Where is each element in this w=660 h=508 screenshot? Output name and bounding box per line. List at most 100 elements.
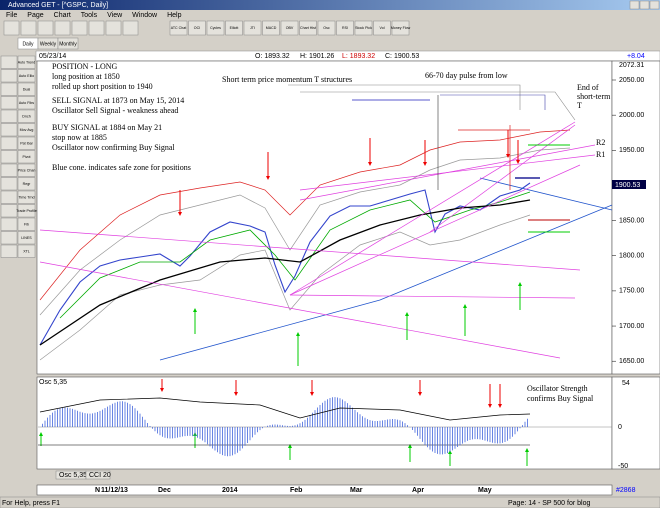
left-tool-label: Fib: [24, 222, 29, 226]
left-tool[interactable]: [17, 231, 36, 245]
left-icon[interactable]: [0, 244, 18, 258]
left-tool-label: Auto Trend: [18, 60, 36, 64]
status-id: #2868: [616, 487, 636, 494]
tool-icon[interactable]: [122, 20, 139, 36]
price-label: 1700.00: [619, 323, 644, 330]
left-tool[interactable]: [17, 217, 36, 231]
last-price: 1900.53: [615, 182, 640, 189]
left-tool[interactable]: [17, 109, 36, 123]
tool-label: ATC Chat: [171, 26, 187, 30]
left-icon[interactable]: [0, 136, 18, 150]
tool-button[interactable]: [225, 20, 243, 36]
tool-button[interactable]: [169, 20, 188, 36]
left-tool-label: Dual: [23, 87, 31, 91]
date-label: N: [95, 487, 100, 494]
price-label: 1850.00: [619, 217, 644, 224]
tab[interactable]: [57, 37, 79, 50]
left-tool[interactable]: [17, 190, 36, 204]
left-icon[interactable]: [0, 109, 18, 123]
tool-icon[interactable]: [88, 20, 105, 36]
tab-label: Daily: [22, 41, 34, 47]
left-tool[interactable]: [17, 204, 36, 218]
tool-button[interactable]: [280, 20, 299, 36]
tool-button[interactable]: [243, 20, 262, 36]
tool-button[interactable]: [262, 20, 280, 36]
high: H: 1901.26: [300, 53, 334, 60]
note: R1: [596, 150, 605, 159]
date-label: Feb: [290, 487, 302, 494]
note: short-term: [577, 92, 611, 101]
left-tool-label: XTL: [23, 249, 30, 253]
price-top: 2072.31: [619, 62, 644, 69]
left-icon[interactable]: [0, 82, 18, 96]
osc-tab[interactable]: [85, 470, 111, 480]
tool-icon[interactable]: [20, 20, 37, 36]
date-labels: N 11/12/13 Dec 2014 Feb Mar Apr May: [95, 487, 492, 494]
tool-button[interactable]: [299, 20, 317, 36]
menu-bar: File Page Chart Tools View Window Help: [6, 12, 182, 19]
chart-notes: POSITION - LONG long position at 1850 ro…: [39, 62, 611, 403]
left-tool[interactable]: [17, 123, 36, 137]
tool-label: Vol: [380, 26, 385, 30]
left-tool-label: Time Trnd: [18, 195, 34, 199]
left-tool[interactable]: [17, 244, 36, 258]
tool-button[interactable]: [391, 20, 410, 36]
left-tool[interactable]: [17, 150, 36, 164]
left-icon[interactable]: [0, 123, 18, 137]
close[interactable]: [649, 0, 660, 10]
left-tool[interactable]: [17, 96, 36, 110]
left-icon[interactable]: [0, 177, 18, 191]
tab-label: Weekly: [40, 41, 57, 47]
tool-button[interactable]: [206, 20, 225, 36]
tool-icon[interactable]: [105, 20, 122, 36]
note: POSITION - LONG: [52, 62, 118, 71]
minimize[interactable]: [629, 0, 640, 10]
chart-tabs: Daily Weekly Monthly: [17, 37, 79, 50]
osc-panel: [36, 376, 613, 470]
menu-item[interactable]: Chart: [54, 12, 71, 19]
tool-label: Cycles: [210, 26, 221, 30]
left-tool[interactable]: [17, 163, 36, 177]
left-tool[interactable]: [17, 55, 36, 69]
left-tool[interactable]: [17, 177, 36, 191]
left-tool[interactable]: [17, 69, 36, 83]
menu-item[interactable]: Tools: [81, 12, 98, 19]
tool-button[interactable]: [336, 20, 354, 36]
price-panel: [36, 60, 613, 375]
left-tool[interactable]: [17, 82, 36, 96]
tool-button[interactable]: [354, 20, 373, 36]
price-label: 2050.00: [619, 77, 644, 84]
osc-name: Osc 5,35: [39, 379, 67, 386]
price-axis: [611, 60, 660, 375]
maximize[interactable]: [639, 0, 650, 10]
left-icon[interactable]: [0, 217, 18, 231]
menu-item[interactable]: Help: [167, 12, 182, 19]
left-icon[interactable]: [0, 150, 18, 164]
left-icon[interactable]: [0, 96, 18, 110]
note: rolled up short position to 1940: [52, 82, 153, 91]
tool-icon[interactable]: [54, 20, 71, 36]
left-icon[interactable]: [0, 69, 18, 83]
menu-item[interactable]: Page: [27, 12, 43, 19]
tool-icon[interactable]: [3, 20, 20, 36]
tool-icon[interactable]: [71, 20, 88, 36]
left-icon[interactable]: [0, 163, 18, 177]
left-icon[interactable]: [0, 231, 18, 245]
left-icon[interactable]: [0, 204, 18, 218]
osc-axis: [611, 376, 660, 470]
tool-label: JTI: [250, 26, 255, 30]
menu-item[interactable]: File: [6, 12, 17, 19]
tool-button[interactable]: [317, 20, 336, 36]
chart-drawing: [38, 84, 613, 466]
left-toolbar: Auto Trend Auto Ellio Dual Auto Fibs Dnch Mov…: [0, 55, 37, 258]
tool-button[interactable]: [188, 20, 206, 36]
menu-item[interactable]: View: [107, 12, 123, 19]
note: SELL SIGNAL at 1873 on May 15, 2014: [52, 96, 184, 105]
left-icon[interactable]: [0, 190, 18, 204]
left-icon[interactable]: [0, 55, 18, 69]
menu-item[interactable]: Window: [132, 12, 158, 19]
tool-button[interactable]: [373, 20, 391, 36]
tool-icon[interactable]: [37, 20, 54, 36]
left-tool[interactable]: [17, 136, 36, 150]
